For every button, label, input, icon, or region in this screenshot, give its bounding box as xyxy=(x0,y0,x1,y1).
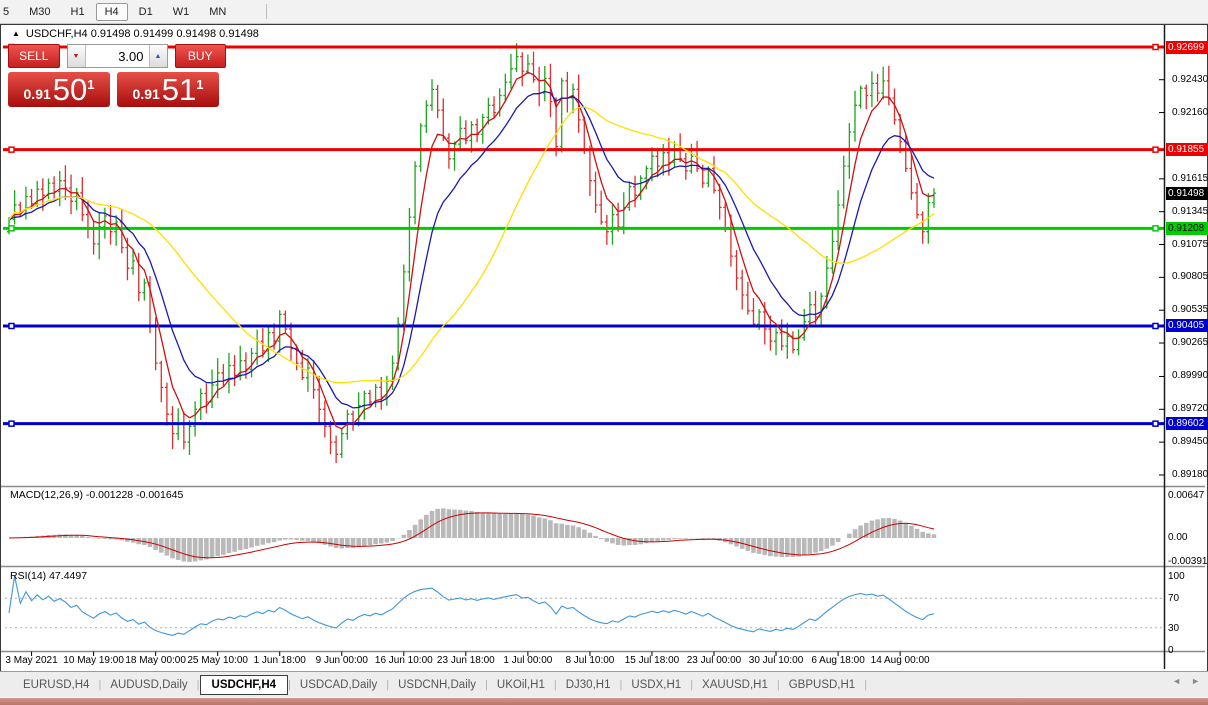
price-line-badge: 0.90405 xyxy=(1166,319,1208,333)
price-axis-tick: 0.91075 xyxy=(1172,238,1208,250)
price-axis-tick: 0.90535 xyxy=(1172,304,1208,316)
chart-tab-GBPUSD-H1[interactable]: GBPUSD,H1 xyxy=(788,678,856,691)
timeframe-button-H4[interactable]: H4 xyxy=(95,2,128,21)
toolbar-separator xyxy=(266,4,268,19)
macd-label: MACD(12,26,9) -0.001228 -0.001645 xyxy=(10,489,184,501)
chart-tab-UKOil-H1[interactable]: UKOil,H1 xyxy=(496,678,545,691)
rsi-axis-tick: 0 xyxy=(1168,645,1174,656)
buy-button[interactable]: BUY xyxy=(174,44,226,68)
buy-price-display[interactable]: 0.91 51 1 xyxy=(117,72,219,107)
tab-separator: | xyxy=(553,678,557,691)
price-line-badge: 0.91855 xyxy=(1166,143,1208,157)
date-axis-label: 6 Aug 18:00 xyxy=(811,655,865,666)
volume-increase-button[interactable]: ▲ xyxy=(148,45,167,67)
volume-stepper: ▼ ▲ xyxy=(66,44,168,68)
collapse-triangle-icon[interactable]: ▲ xyxy=(12,29,20,38)
tab-separator: | xyxy=(690,678,694,691)
chart-tab-USDCNH-Daily[interactable]: USDCNH,Daily xyxy=(398,678,477,691)
price-axis-tick: 0.89990 xyxy=(1172,370,1208,382)
price-chart-canvas[interactable] xyxy=(1,25,1205,669)
timeframe-button-D1[interactable]: D1 xyxy=(138,5,153,18)
chart-tab-DJ30-H1[interactable]: DJ30,H1 xyxy=(565,678,611,691)
macd-axis-tick: -0.003916 xyxy=(1168,556,1208,567)
price-line-badge: 0.92699 xyxy=(1166,40,1208,54)
sell-price-prefix: 0.91 xyxy=(23,86,51,102)
sell-price-display[interactable]: 0.91 50 1 xyxy=(8,72,110,107)
tab-scroll-left-icon[interactable]: ◄ xyxy=(1172,676,1182,686)
date-axis-label: 8 Jul 10:00 xyxy=(565,655,615,666)
date-axis-label: 30 Jul 10:00 xyxy=(748,655,804,666)
chart-tab-bar: EURUSD,H4 | AUDUSD,Daily | USDCHF,H4 | USDCAD,… xyxy=(0,671,1208,697)
date-axis-label: 16 Jun 10:00 xyxy=(374,655,433,666)
price-axis-tick: 0.91615 xyxy=(1172,172,1208,184)
price-axis-tick: 0.92430 xyxy=(1172,73,1208,85)
chart-title: ▲ USDCHF,H4 0.91498 0.91499 0.91498 0.91… xyxy=(12,28,259,40)
tab-separator: | xyxy=(619,678,623,691)
tab-scroll-right-icon[interactable]: ► xyxy=(1191,676,1200,686)
price-axis-tick: 0.90805 xyxy=(1172,271,1208,283)
rsi-axis-tick: 100 xyxy=(1168,571,1185,582)
macd-axis-tick: 0.00 xyxy=(1168,532,1188,543)
current-price-badge: 0.91498 xyxy=(1166,186,1208,200)
volume-decrease-button[interactable]: ▼ xyxy=(67,45,86,67)
date-axis-label: 9 Jun 00:00 xyxy=(315,655,368,666)
buy-price-prefix: 0.91 xyxy=(132,86,160,102)
tab-separator: | xyxy=(288,678,291,691)
chart-tab-EURUSD-H4[interactable]: EURUSD,H4 xyxy=(23,678,90,691)
chart-tab-USDX-H1[interactable]: USDX,H1 xyxy=(631,678,682,691)
timeframe-button-W1[interactable]: W1 xyxy=(172,5,190,18)
sell-price-big: 50 xyxy=(52,72,88,107)
price-axis-tick: 0.89180 xyxy=(1172,468,1208,480)
date-axis-label: 14 Aug 00:00 xyxy=(870,655,930,666)
date-axis-label: 3 May 2021 xyxy=(5,655,58,666)
sell-button[interactable]: SELL xyxy=(8,44,60,68)
volume-input[interactable] xyxy=(85,46,149,66)
date-axis-label: 10 May 19:00 xyxy=(63,655,124,666)
price-axis-tick: 0.89720 xyxy=(1172,403,1208,415)
rsi-axis-tick: 30 xyxy=(1168,623,1180,634)
rsi-axis-tick: 70 xyxy=(1168,593,1180,604)
price-axis-tick: 0.92160 xyxy=(1172,106,1208,118)
tab-separator: | xyxy=(485,678,488,691)
macd-axis-tick: 0.00647 xyxy=(1168,490,1205,501)
chart-window xyxy=(0,24,1208,672)
chart-tab-USDCAD-Daily[interactable]: USDCAD,Daily xyxy=(299,678,378,691)
tab-separator: | xyxy=(864,678,868,691)
date-axis-label: 23 Jun 18:00 xyxy=(436,655,495,666)
date-axis-label: 1 Jul 00:00 xyxy=(503,655,553,666)
buy-price-big: 51 xyxy=(161,72,197,107)
price-axis-tick: 0.89450 xyxy=(1172,436,1208,448)
chart-tab-XAUUSD-H1[interactable]: XAUUSD,H1 xyxy=(702,678,768,691)
price-line-badge: 0.89602 xyxy=(1166,417,1208,431)
tab-separator: | xyxy=(386,678,390,691)
timeframe-button-M30[interactable]: M30 xyxy=(29,5,51,18)
date-axis-label: 1 Jun 18:00 xyxy=(253,655,306,666)
chart-tab-USDCHF-H4[interactable]: USDCHF,H4 xyxy=(199,674,289,695)
timeframe-button-5[interactable]: 5 xyxy=(3,5,10,18)
tab-scroll-arrows: ◄ ► xyxy=(1172,676,1200,686)
date-axis-label: 18 May 00:00 xyxy=(125,655,186,666)
price-line-badge: 0.91208 xyxy=(1166,221,1208,235)
buy-price-sup: 1 xyxy=(196,77,204,92)
rsi-label: RSI(14) 47.4497 xyxy=(10,570,88,582)
timeframe-button-MN[interactable]: MN xyxy=(209,5,227,18)
sell-price-sup: 1 xyxy=(87,77,95,92)
one-click-trading-panel: SELL ▼ ▲ BUY 0.91 50 1 0.91 51 1 xyxy=(8,44,226,107)
chart-title-text: USDCHF,H4 0.91498 0.91499 0.91498 0.9149… xyxy=(25,28,259,40)
chart-tab-AUDUSD-Daily[interactable]: AUDUSD,Daily xyxy=(110,678,188,691)
taskbar-edge xyxy=(0,698,1208,705)
tab-separator: | xyxy=(196,678,200,691)
price-axis-tick: 0.91345 xyxy=(1172,205,1208,217)
date-axis-label: 25 May 10:00 xyxy=(187,655,248,666)
price-axis-tick: 0.90265 xyxy=(1172,337,1208,349)
timeframe-button-H1[interactable]: H1 xyxy=(70,5,85,18)
date-axis-label: 15 Jul 18:00 xyxy=(624,655,680,666)
timeframe-toolbar: 5 M30 H1 H4 D1 W1 MN xyxy=(0,0,1208,24)
tab-separator: | xyxy=(776,678,780,691)
date-axis-label: 23 Jul 00:00 xyxy=(686,655,742,666)
tab-separator: | xyxy=(98,678,102,691)
